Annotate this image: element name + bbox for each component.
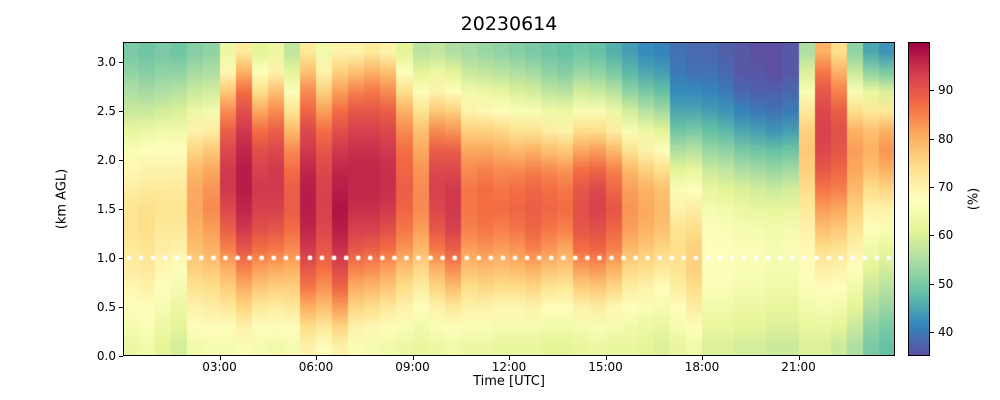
colorbar-tick-label: 40	[938, 324, 954, 339]
y-tick-label: 1.5	[96, 201, 116, 216]
heatmap-canvas	[123, 42, 895, 356]
colorbar-tick-label: 70	[938, 179, 954, 194]
x-tick-label: 18:00	[684, 360, 720, 374]
colorbar-tick-label: 50	[938, 276, 954, 291]
y-tick-mark	[119, 257, 123, 259]
x-tick-label: 06:00	[298, 360, 334, 374]
y-tick-mark	[119, 306, 123, 308]
y-tick-mark	[119, 61, 123, 63]
y-tick-label: 0.0	[96, 349, 116, 363]
colorbar-tick-mark	[930, 90, 934, 92]
y-tick-label: 2.0	[96, 152, 116, 167]
x-tick-label: 09:00	[395, 360, 430, 374]
x-tick-label: 15:00	[588, 360, 623, 374]
y-tick-label: 2.5	[96, 103, 116, 118]
colorbar-tick-mark	[930, 186, 934, 188]
colorbar-tick-mark	[930, 331, 934, 333]
x-tick-mark	[412, 356, 414, 360]
x-tick-label: 12:00	[491, 360, 527, 374]
y-tick-mark	[119, 110, 123, 112]
y-tick-label: 3.0	[96, 54, 116, 69]
colorbar-tick-label: 80	[938, 131, 954, 146]
y-tick-mark	[119, 208, 123, 210]
x-tick-label: 21:00	[781, 360, 816, 374]
y-tick-label: 1.0	[96, 250, 116, 265]
colorbar-tick-label: 60	[938, 228, 954, 243]
x-tick-label: 03:00	[202, 360, 237, 374]
colorbar-tick-mark	[930, 283, 934, 285]
y-axis-label: (km AGL)	[54, 168, 70, 230]
x-tick-mark	[702, 356, 703, 360]
chart-title: 20230614	[460, 13, 558, 35]
y-tick-mark	[119, 159, 123, 161]
x-tick-mark	[219, 356, 221, 360]
x-tick-mark	[509, 356, 510, 360]
x-tick-mark	[316, 356, 317, 360]
x-axis-label: Time [UTC]	[473, 374, 545, 389]
x-tick-mark	[605, 356, 607, 360]
colorbar-tick-label: 90	[938, 83, 954, 98]
y-tick-label: 0.5	[96, 299, 116, 314]
y-tick-mark	[119, 356, 123, 357]
colorbar-tick-mark	[930, 138, 934, 140]
x-tick-mark	[798, 356, 800, 360]
colorbar-tick-mark	[930, 235, 934, 237]
colorbar-label: (%)	[966, 187, 982, 211]
colorbar-canvas	[908, 42, 930, 356]
